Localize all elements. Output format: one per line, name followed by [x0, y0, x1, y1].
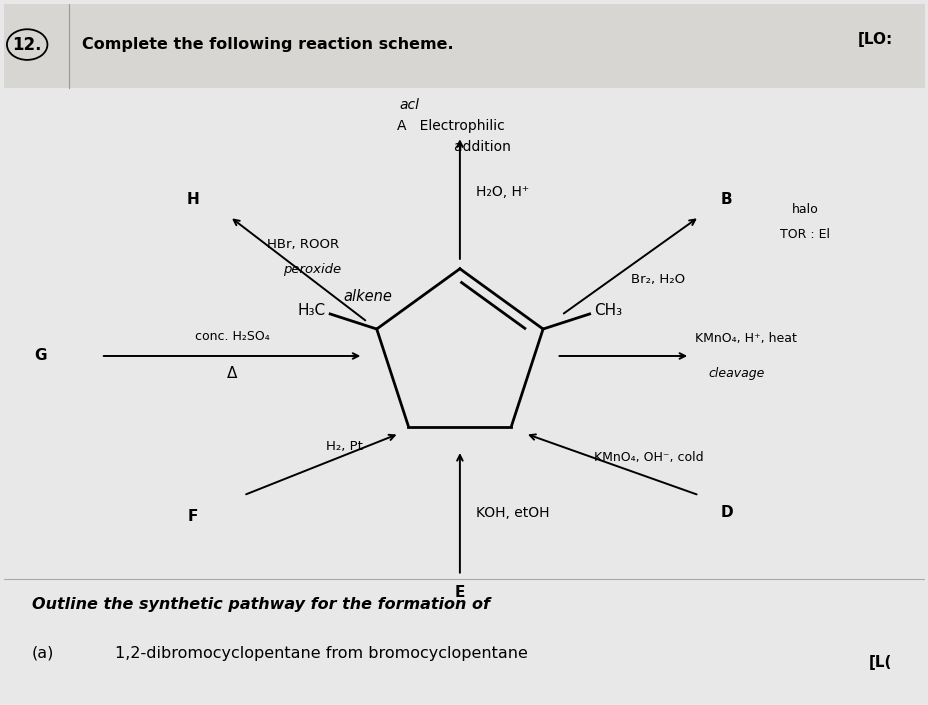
- Text: cleavage: cleavage: [708, 367, 764, 380]
- Text: H₂O, H⁺: H₂O, H⁺: [476, 185, 529, 199]
- Text: Outline the synthetic pathway for the formation of: Outline the synthetic pathway for the fo…: [32, 597, 489, 612]
- Text: conc. H₂SO₄: conc. H₂SO₄: [195, 330, 269, 343]
- Text: peroxide: peroxide: [283, 263, 342, 276]
- Text: addition: addition: [419, 140, 509, 154]
- Text: H: H: [187, 192, 200, 207]
- Text: KMnO₄, H⁺, heat: KMnO₄, H⁺, heat: [694, 332, 795, 345]
- Text: B: B: [720, 192, 732, 207]
- Text: acl: acl: [399, 98, 419, 112]
- Text: F: F: [187, 509, 198, 524]
- Text: KMnO₄, OH⁻, cold: KMnO₄, OH⁻, cold: [594, 451, 703, 464]
- Text: E: E: [454, 585, 465, 601]
- Text: H₃C: H₃C: [297, 303, 325, 318]
- Text: [L(: [L(: [869, 655, 892, 670]
- Text: A   Electrophilic: A Electrophilic: [396, 119, 504, 133]
- Text: (a): (a): [32, 646, 54, 661]
- Text: H₂, Pt: H₂, Pt: [326, 441, 363, 453]
- Text: alkene: alkene: [343, 289, 392, 305]
- Text: Complete the following reaction scheme.: Complete the following reaction scheme.: [83, 37, 454, 52]
- Text: HBr, ROOR: HBr, ROOR: [267, 238, 339, 252]
- Text: KOH, etOH: KOH, etOH: [476, 506, 549, 520]
- Text: TOR : El: TOR : El: [780, 228, 830, 240]
- FancyBboxPatch shape: [4, 4, 924, 87]
- Text: Δ: Δ: [226, 366, 237, 381]
- Text: [LO:: [LO:: [857, 32, 892, 47]
- Text: 1,2-dibromocyclopentane from bromocyclopentane: 1,2-dibromocyclopentane from bromocyclop…: [114, 646, 527, 661]
- Text: G: G: [34, 348, 47, 364]
- Text: 12.: 12.: [12, 35, 42, 54]
- Text: CH₃: CH₃: [594, 303, 622, 318]
- Text: halo: halo: [791, 203, 818, 216]
- Text: Br₂, H₂O: Br₂, H₂O: [630, 274, 684, 286]
- Text: D: D: [720, 505, 732, 520]
